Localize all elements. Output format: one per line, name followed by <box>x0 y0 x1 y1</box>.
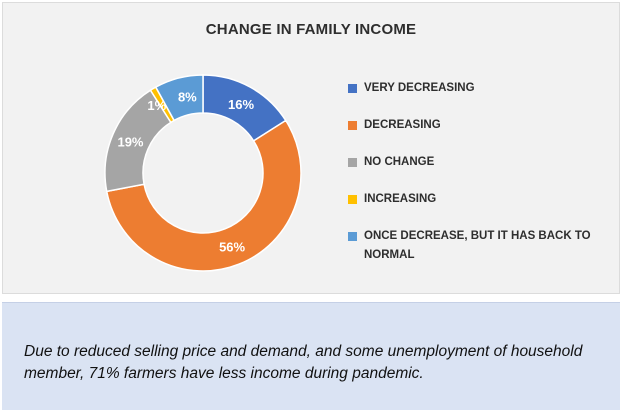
legend-swatch <box>348 84 357 93</box>
chart-title: CHANGE IN FAMILY INCOME <box>205 21 417 38</box>
legend-swatch <box>348 232 357 241</box>
note-text: Due to reduced selling price and demand,… <box>24 343 583 382</box>
legend-item-decreasing: DECREASING <box>348 116 610 135</box>
chart-panel: CHANGE IN FAMILY INCOME 16% 56% 19% 1% 8% VE… <box>2 2 620 294</box>
legend-item-no-change: NO CHANGE <box>348 153 610 172</box>
slice-decreasing <box>105 119 302 272</box>
legend-label: INCREASING <box>364 193 437 205</box>
legend-item-very-decreasing: VERY DECREASING <box>348 79 610 98</box>
legend-swatch <box>348 195 357 204</box>
donut-chart: 16% 56% 19% 1% 8% <box>104 74 302 272</box>
legend-label: ONCE DECREASE, BUT IT HAS BACK TO NORMAL <box>364 230 591 261</box>
legend-item-back-to-normal: ONCE DECREASE, BUT IT HAS BACK TO NORMAL <box>348 227 610 265</box>
data-label-very-decreasing: 16% <box>228 97 254 112</box>
legend-label: NO CHANGE <box>364 156 435 168</box>
slice-back-to-normal <box>154 74 204 122</box>
data-label-increasing: 1% <box>147 98 166 113</box>
data-label-back-to-normal: 8% <box>178 89 197 104</box>
legend-item-increasing: INCREASING <box>348 190 610 209</box>
legend-label: DECREASING <box>364 119 441 131</box>
legend-swatch <box>348 121 357 130</box>
legend-label: VERY DECREASING <box>364 82 475 94</box>
legend-swatch <box>348 158 357 167</box>
data-label-no-change: 19% <box>117 135 143 150</box>
data-label-decreasing: 56% <box>219 239 245 254</box>
note-panel: Due to reduced selling price and demand,… <box>2 302 620 410</box>
chart-legend: VERY DECREASING DECREASING NO CHANGE INCREA… <box>348 79 610 283</box>
